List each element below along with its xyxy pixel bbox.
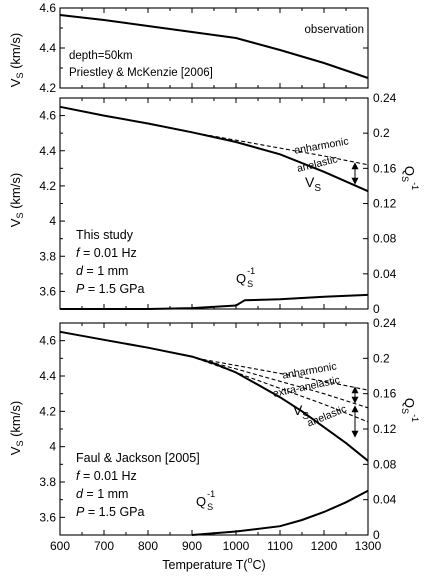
faul-jackson-label: Faul & Jackson [2005]: [76, 451, 200, 465]
panel-3-frame: [59, 322, 369, 536]
right-tick-label: 0.08: [373, 457, 397, 471]
panel-3-ticks: [59, 322, 369, 536]
panel-2-y-tick-labels: 4.6 4.4 4.2 4 3.8 3.6: [39, 109, 56, 299]
right-tick-label: 0.2: [373, 126, 390, 140]
panel-2-right-tick-labels: 0.24 0.2 0.16 0.12 0.08 0.04 0: [373, 91, 397, 316]
y-tick-label: 4.6: [39, 109, 56, 123]
right-tick-label: 0.24: [373, 316, 397, 330]
panel-3-curves: [59, 330, 369, 536]
y-tick-label: 4.2: [39, 81, 56, 95]
panel-1-curves: [59, 14, 369, 79]
x-tick-labels: 600 700 800 900 1000 1100 1200 1300: [50, 539, 382, 553]
grain-size-label: d = 1 mm: [76, 264, 128, 278]
pressure-label: P = 1.5 GPa: [76, 282, 144, 296]
frequency-label-2: f = 0.01 Hz: [76, 469, 137, 483]
panel-1-y-axis-label: VS (km/s): [8, 33, 25, 87]
y-tick-label: 4: [49, 214, 56, 228]
series-line-extra-anelastic: [196, 357, 369, 409]
y-tick-label: 4.4: [39, 144, 56, 158]
qs-curve-label: QS-1: [236, 266, 255, 289]
grain-size-label-2: d = 1 mm: [76, 487, 128, 501]
y-tick-label: 3.8: [39, 475, 56, 489]
panel-observation: 4.6 4.4 4.2 VS (km/s) observation depth=50…: [8, 1, 369, 95]
right-tick-label: 0.2: [373, 351, 390, 365]
x-axis-label: Temperature T(oC): [162, 555, 265, 572]
y-tick-label: 4.2: [39, 404, 56, 418]
x-tick-label: 1300: [355, 539, 382, 553]
series-line-q-s-1: [191, 489, 369, 536]
vs-curve-label-2: VS: [293, 402, 309, 422]
right-tick-label: 0: [373, 302, 380, 316]
panel-2-curves: [59, 105, 369, 310]
right-tick-label: 0.12: [373, 422, 397, 436]
qs-curve-label-2: QS-1: [196, 489, 215, 512]
panel-3-y-tick-labels: 4.6 4.4 4.2 4 3.8 3.6: [39, 334, 56, 525]
x-tick-label: 1100: [267, 539, 293, 553]
anelastic-label: anelastic: [296, 153, 339, 175]
panel-3-right-tick-labels: 0.24 0.2 0.16 0.12 0.08 0.04 0: [373, 316, 397, 542]
anharmonic-label: anharmonic: [293, 135, 349, 156]
y-tick-label: 4.2: [39, 179, 56, 193]
right-tick-label: 0.16: [373, 161, 397, 175]
series-line-v-s: [59, 330, 369, 462]
x-tick-label: 700: [94, 539, 114, 553]
x-tick-label: 800: [138, 539, 158, 553]
source-label: Priestley & McKenzie [2006]: [69, 67, 213, 79]
panel-2-y-axis-label: VS (km/s): [8, 173, 25, 227]
series-line-q-s-1: [60, 293, 369, 310]
this-study-label: This study: [76, 228, 134, 242]
panel-2-right-axis-label: QS-1: [400, 166, 420, 190]
y-tick-label: 4.4: [39, 41, 56, 55]
right-tick-label: 0: [373, 528, 380, 542]
panel-3-right-axis-label: QS-1: [400, 398, 420, 422]
right-tick-label: 0.04: [373, 493, 397, 507]
x-tick-label: 1000: [223, 539, 250, 553]
series-line-v-s: [59, 105, 369, 193]
y-tick-label: 4.6: [39, 334, 56, 348]
right-tick-label: 0.08: [373, 232, 397, 246]
right-tick-label: 0.12: [373, 197, 397, 211]
y-tick-label: 3.6: [39, 510, 56, 524]
depth-label: depth=50km: [69, 50, 133, 62]
frequency-label: f = 0.01 Hz: [76, 246, 137, 260]
x-tick-label: 1200: [311, 539, 338, 553]
anelastic-label-2: anelastic: [305, 403, 348, 430]
panel-1-ticks: [59, 7, 369, 89]
y-tick-label: 4.4: [39, 369, 56, 383]
right-tick-label: 0.24: [373, 91, 397, 105]
x-tick-label: 600: [50, 539, 70, 553]
y-tick-label: 4.6: [39, 1, 56, 15]
pressure-label-2: P = 1.5 GPa: [76, 505, 144, 519]
vs-curve-label: VS: [305, 174, 321, 194]
series-line-anharmonic: [196, 357, 369, 391]
y-tick-label: 3.8: [39, 249, 56, 263]
panel-1-y-tick-labels: 4.6 4.4 4.2: [39, 1, 56, 95]
panel-this-study: 4.6 4.4 4.2 4 3.8 3.6 0.24 0.2 0.16 0.12 0.08 0.04…: [8, 91, 420, 316]
series-line-observation: [59, 14, 369, 79]
y-tick-label: 4: [49, 440, 56, 454]
right-tick-label: 0.04: [373, 267, 397, 281]
y-tick-label: 3.6: [39, 284, 56, 298]
series-line-anharmonic: [196, 132, 369, 166]
panel-3-y-axis-label: VS (km/s): [8, 401, 25, 455]
right-tick-label: 0.16: [373, 387, 397, 401]
panel-faul-jackson: 4.6 4.4 4.2 4 3.8 3.6 0.24 0.2 0.16 0.12 0.08 0.04…: [8, 316, 420, 572]
observation-label: observation: [305, 24, 364, 36]
x-tick-label: 900: [182, 539, 202, 553]
